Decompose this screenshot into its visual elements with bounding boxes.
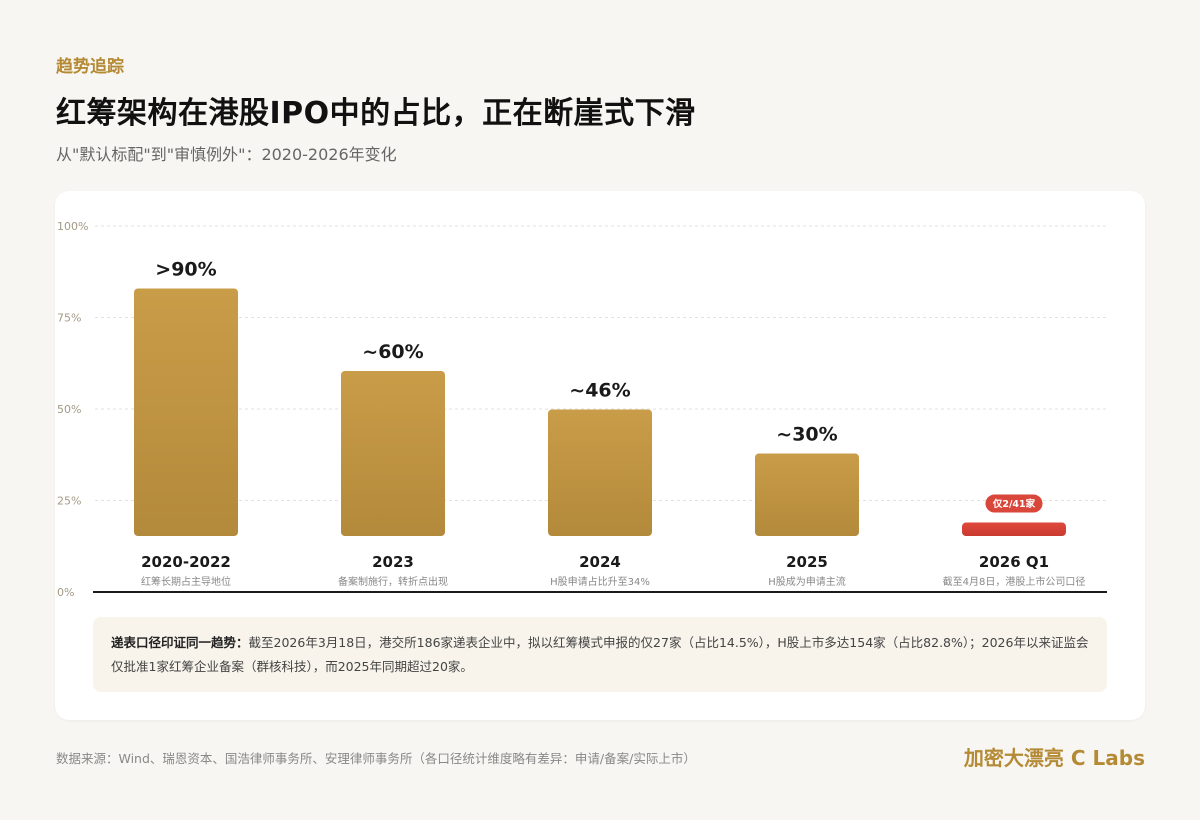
chart-card: 100% 75% 50% 25% 0% >90% 2020-2022 红筹长期占主导地位 ~6… — [55, 191, 1145, 720]
badge-label: 仅2/41家 — [992, 498, 1036, 510]
y-tick-label: 100% — [57, 220, 88, 233]
note-body: 截至2026年3月18日，港交所186家递表企业中，拟以红筹模式申报的仅27家（… — [111, 635, 1089, 674]
category-description: 截至4月8日，港股上市公司口径 — [943, 575, 1086, 588]
value-label: ~60% — [362, 341, 423, 363]
data-source: 数据来源：Wind、瑞恩资本、国浩律师事务所、安理律师事务所（各口径统计维度略有… — [56, 751, 696, 766]
category-label: 2025 — [786, 553, 828, 571]
category-description: 备案制施行，转折点出现 — [338, 575, 448, 588]
value-label: ~46% — [569, 380, 630, 402]
category-label: 2020-2022 — [141, 553, 231, 571]
bar-2026-Q1 — [962, 522, 1066, 536]
category-description: H股成为申请主流 — [768, 575, 846, 588]
section-eyebrow: 趋势追踪 — [56, 57, 124, 77]
highlight-badge — [985, 494, 1043, 513]
value-label: ~30% — [776, 424, 837, 446]
bar-2020-2022 — [134, 288, 238, 536]
y-tick-label: 0% — [57, 586, 74, 599]
category-label: 2023 — [372, 553, 414, 571]
category-description: 红筹长期占主导地位 — [141, 575, 231, 588]
y-tick-label: 50% — [57, 403, 81, 416]
page-subtitle: 从"默认标配"到"审慎例外"：2020-2026年变化 — [56, 145, 397, 164]
trend-note: 递表口径印证同一趋势：截至2026年3月18日，港交所186家递表企业中，拟以红… — [93, 617, 1107, 692]
note-heading: 递表口径印证同一趋势： — [111, 635, 249, 650]
category-label: 2026 Q1 — [979, 553, 1049, 571]
bar-2023 — [341, 371, 445, 536]
category-description: H股申请占比升至34% — [550, 575, 650, 588]
category-label: 2024 — [579, 553, 621, 571]
bar-chart: 100% 75% 50% 25% 0% >90% 2020-2022 红筹长期占主导地位 ~6… — [57, 220, 1107, 599]
brand-logo-text: 加密大漂亮 C Labs — [963, 746, 1145, 770]
bar-2024 — [548, 409, 652, 536]
y-tick-label: 25% — [57, 495, 81, 508]
value-label: >90% — [155, 259, 216, 281]
y-tick-label: 75% — [57, 312, 81, 325]
page-title: 红筹架构在港股IPO中的占比，正在断崖式下滑 — [56, 96, 696, 131]
bar-2025 — [755, 453, 859, 536]
